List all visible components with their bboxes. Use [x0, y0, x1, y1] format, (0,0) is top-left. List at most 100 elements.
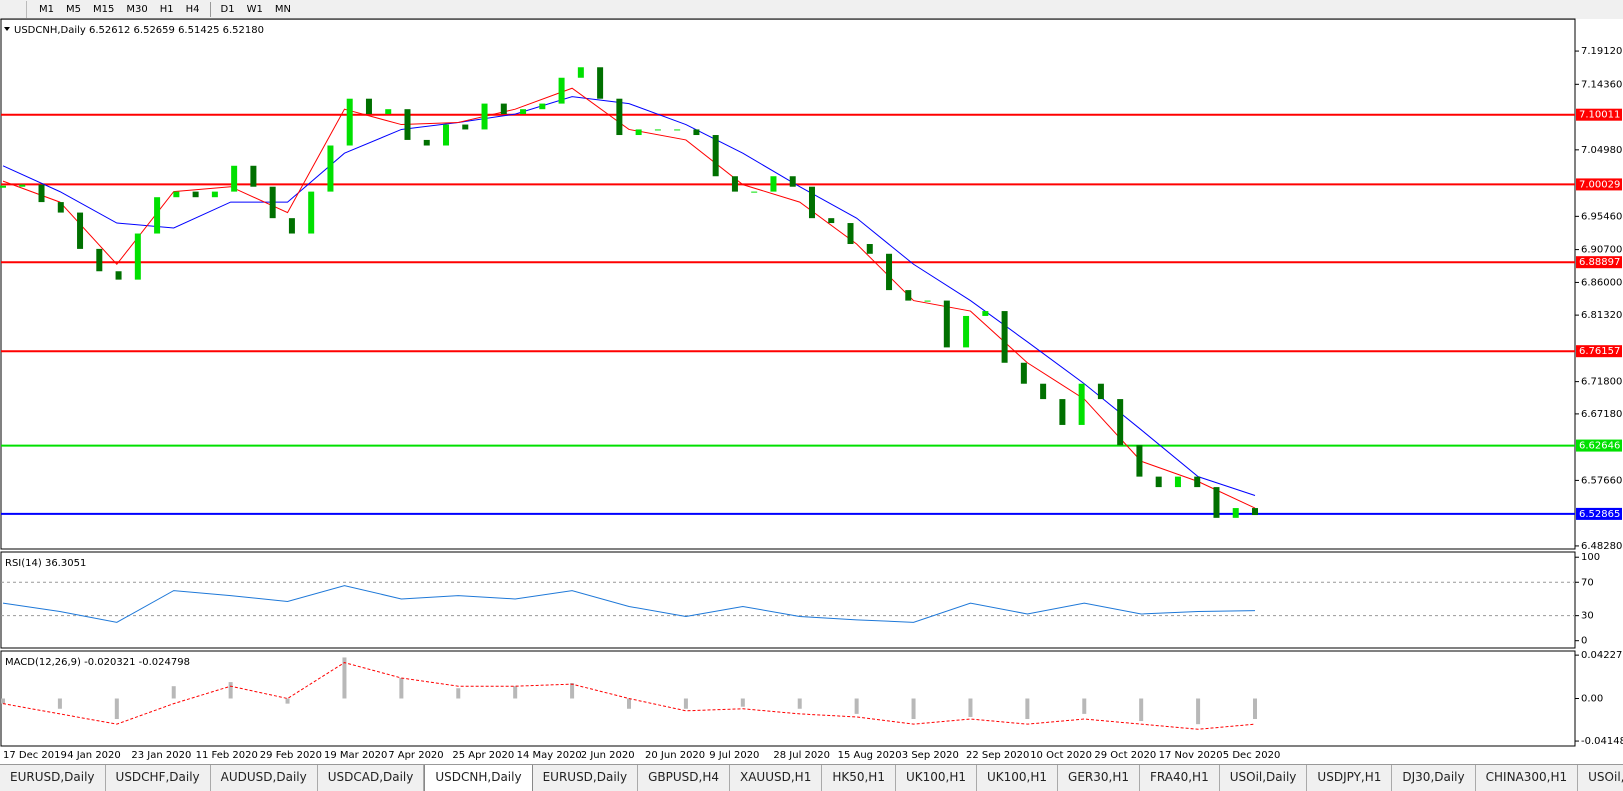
candle: [982, 311, 989, 316]
dropdown-arrow: [4, 27, 10, 31]
x-tick-label: 15 Aug 2020: [838, 750, 902, 761]
chart-tab[interactable]: XAUUSD,H1: [730, 765, 823, 791]
timeframe-button[interactable]: M5: [66, 4, 81, 15]
signal-line: [2, 662, 1256, 730]
chart-tab[interactable]: USDCAD,Daily: [318, 765, 425, 791]
candle: [365, 98, 372, 115]
x-tick-label: 17 Dec 2019: [3, 750, 67, 761]
chart-tab[interactable]: USOil,...: [1578, 765, 1623, 791]
separator: [209, 2, 211, 17]
panel-title: MACD(12,26,9) -0.020321 -0.024798: [5, 657, 190, 668]
candle: [269, 186, 276, 219]
y-tick-label: 6.57660: [1581, 475, 1622, 486]
candle: [500, 103, 507, 115]
chart-tab[interactable]: GBPUSD,H4: [638, 765, 730, 791]
x-tick-label: 19 Mar 2020: [324, 750, 387, 761]
candle: [1097, 383, 1104, 400]
candle: [808, 186, 815, 219]
timeframe-button[interactable]: H4: [185, 4, 200, 15]
candle: [847, 223, 854, 245]
histogram-bar: [114, 698, 119, 720]
chart-tab[interactable]: UK100,H1: [896, 765, 977, 791]
axis-strip: [1575, 19, 1623, 746]
chart-tab[interactable]: EURUSD,Daily: [0, 765, 106, 791]
histogram-bar: [854, 698, 859, 714]
chart-tab[interactable]: USDJPY,H1: [1307, 765, 1393, 791]
level-label-box: [1576, 178, 1622, 191]
timeframe-button[interactable]: H1: [159, 4, 174, 15]
level-label-box: [1576, 108, 1622, 121]
histogram-bar: [342, 657, 347, 699]
candle: [231, 165, 238, 192]
candle: [597, 67, 604, 99]
candle: [423, 139, 430, 146]
candle: [250, 165, 257, 187]
chart-tab[interactable]: HK50,H1: [822, 765, 896, 791]
candle: [77, 212, 84, 249]
candle: [308, 191, 315, 234]
histogram-bar: [1, 698, 5, 704]
candle: [520, 109, 527, 115]
chart-tab[interactable]: FRA40,H1: [1140, 765, 1220, 791]
title-bg: [3, 22, 11, 23]
chart-tab[interactable]: UK100,H1: [977, 765, 1059, 791]
y-tick-label: 100: [1581, 552, 1600, 563]
candle: [616, 98, 623, 136]
x-tick-label: 23 Jan 2020: [131, 750, 191, 761]
y-tick-label: 7.19120: [1581, 46, 1622, 57]
histogram-bar: [911, 698, 916, 720]
chart-tab[interactable]: CHINA300,H1: [1476, 765, 1579, 791]
title-bg: [3, 555, 11, 556]
candle: [654, 129, 661, 131]
panel-frame: [0, 551, 1576, 649]
level-label-box: [1576, 345, 1622, 358]
candle: [38, 184, 45, 203]
timeframe-button[interactable]: M15: [93, 4, 115, 15]
level-label-box: [1576, 256, 1622, 269]
chart-tab[interactable]: USDCHF,Daily: [106, 765, 211, 791]
candle: [134, 233, 141, 280]
chart-tab[interactable]: AUDUSD,Daily: [211, 765, 318, 791]
chart-tab[interactable]: GER30,H1: [1058, 765, 1140, 791]
candle: [1117, 399, 1124, 446]
candle: [1040, 383, 1047, 400]
candle: [731, 176, 738, 192]
level-label: 6.88897: [1579, 257, 1620, 268]
y-tick-label: 6.90700: [1581, 245, 1622, 256]
rsi-line: [2, 585, 1256, 623]
timeframe-button[interactable]: M30: [126, 4, 148, 15]
candle: [1194, 476, 1201, 488]
chart-tab[interactable]: USDCNH,Daily: [424, 765, 533, 791]
x-tick-label: 14 May 2020: [517, 750, 582, 761]
panel-frame: [0, 650, 1576, 747]
x-tick-label: 29 Oct 2020: [1094, 750, 1156, 761]
histogram-bar: [797, 698, 802, 709]
histogram-bar: [57, 698, 62, 709]
x-tick-label: 7 Apr 2020: [388, 750, 443, 761]
level-label-box: [1576, 439, 1622, 452]
candle: [1001, 311, 1008, 363]
candle: [866, 244, 873, 254]
x-tick-label: 11 Feb 2020: [196, 750, 258, 761]
timeframe-button[interactable]: M1: [39, 4, 54, 15]
histogram-bar: [1196, 698, 1201, 725]
candle: [577, 67, 584, 78]
chart-tab[interactable]: EURUSD,Daily: [533, 765, 639, 791]
y-tick-label: 0: [1581, 636, 1587, 647]
timeframe-button[interactable]: W1: [246, 4, 263, 15]
candle: [57, 202, 64, 213]
chart-tab[interactable]: DJ30,Daily: [1392, 765, 1476, 791]
timeframe-button[interactable]: D1: [220, 4, 235, 15]
candle: [943, 300, 950, 348]
timeframe-button[interactable]: MN: [274, 4, 291, 15]
y-tick-label: 70: [1581, 577, 1594, 588]
candle: [1136, 445, 1143, 477]
candle: [0, 185, 6, 188]
y-tick-label: 6.95460: [1581, 211, 1622, 222]
y-tick-label: 0.00: [1581, 694, 1603, 705]
candle: [443, 124, 450, 146]
chart-tab[interactable]: USOil,Daily: [1220, 765, 1308, 791]
candle: [751, 191, 758, 193]
panel-title: USDCNH,Daily 6.52612 6.52659 6.51425 6.5…: [14, 25, 264, 36]
y-tick-label: 0.042275: [1581, 650, 1623, 661]
